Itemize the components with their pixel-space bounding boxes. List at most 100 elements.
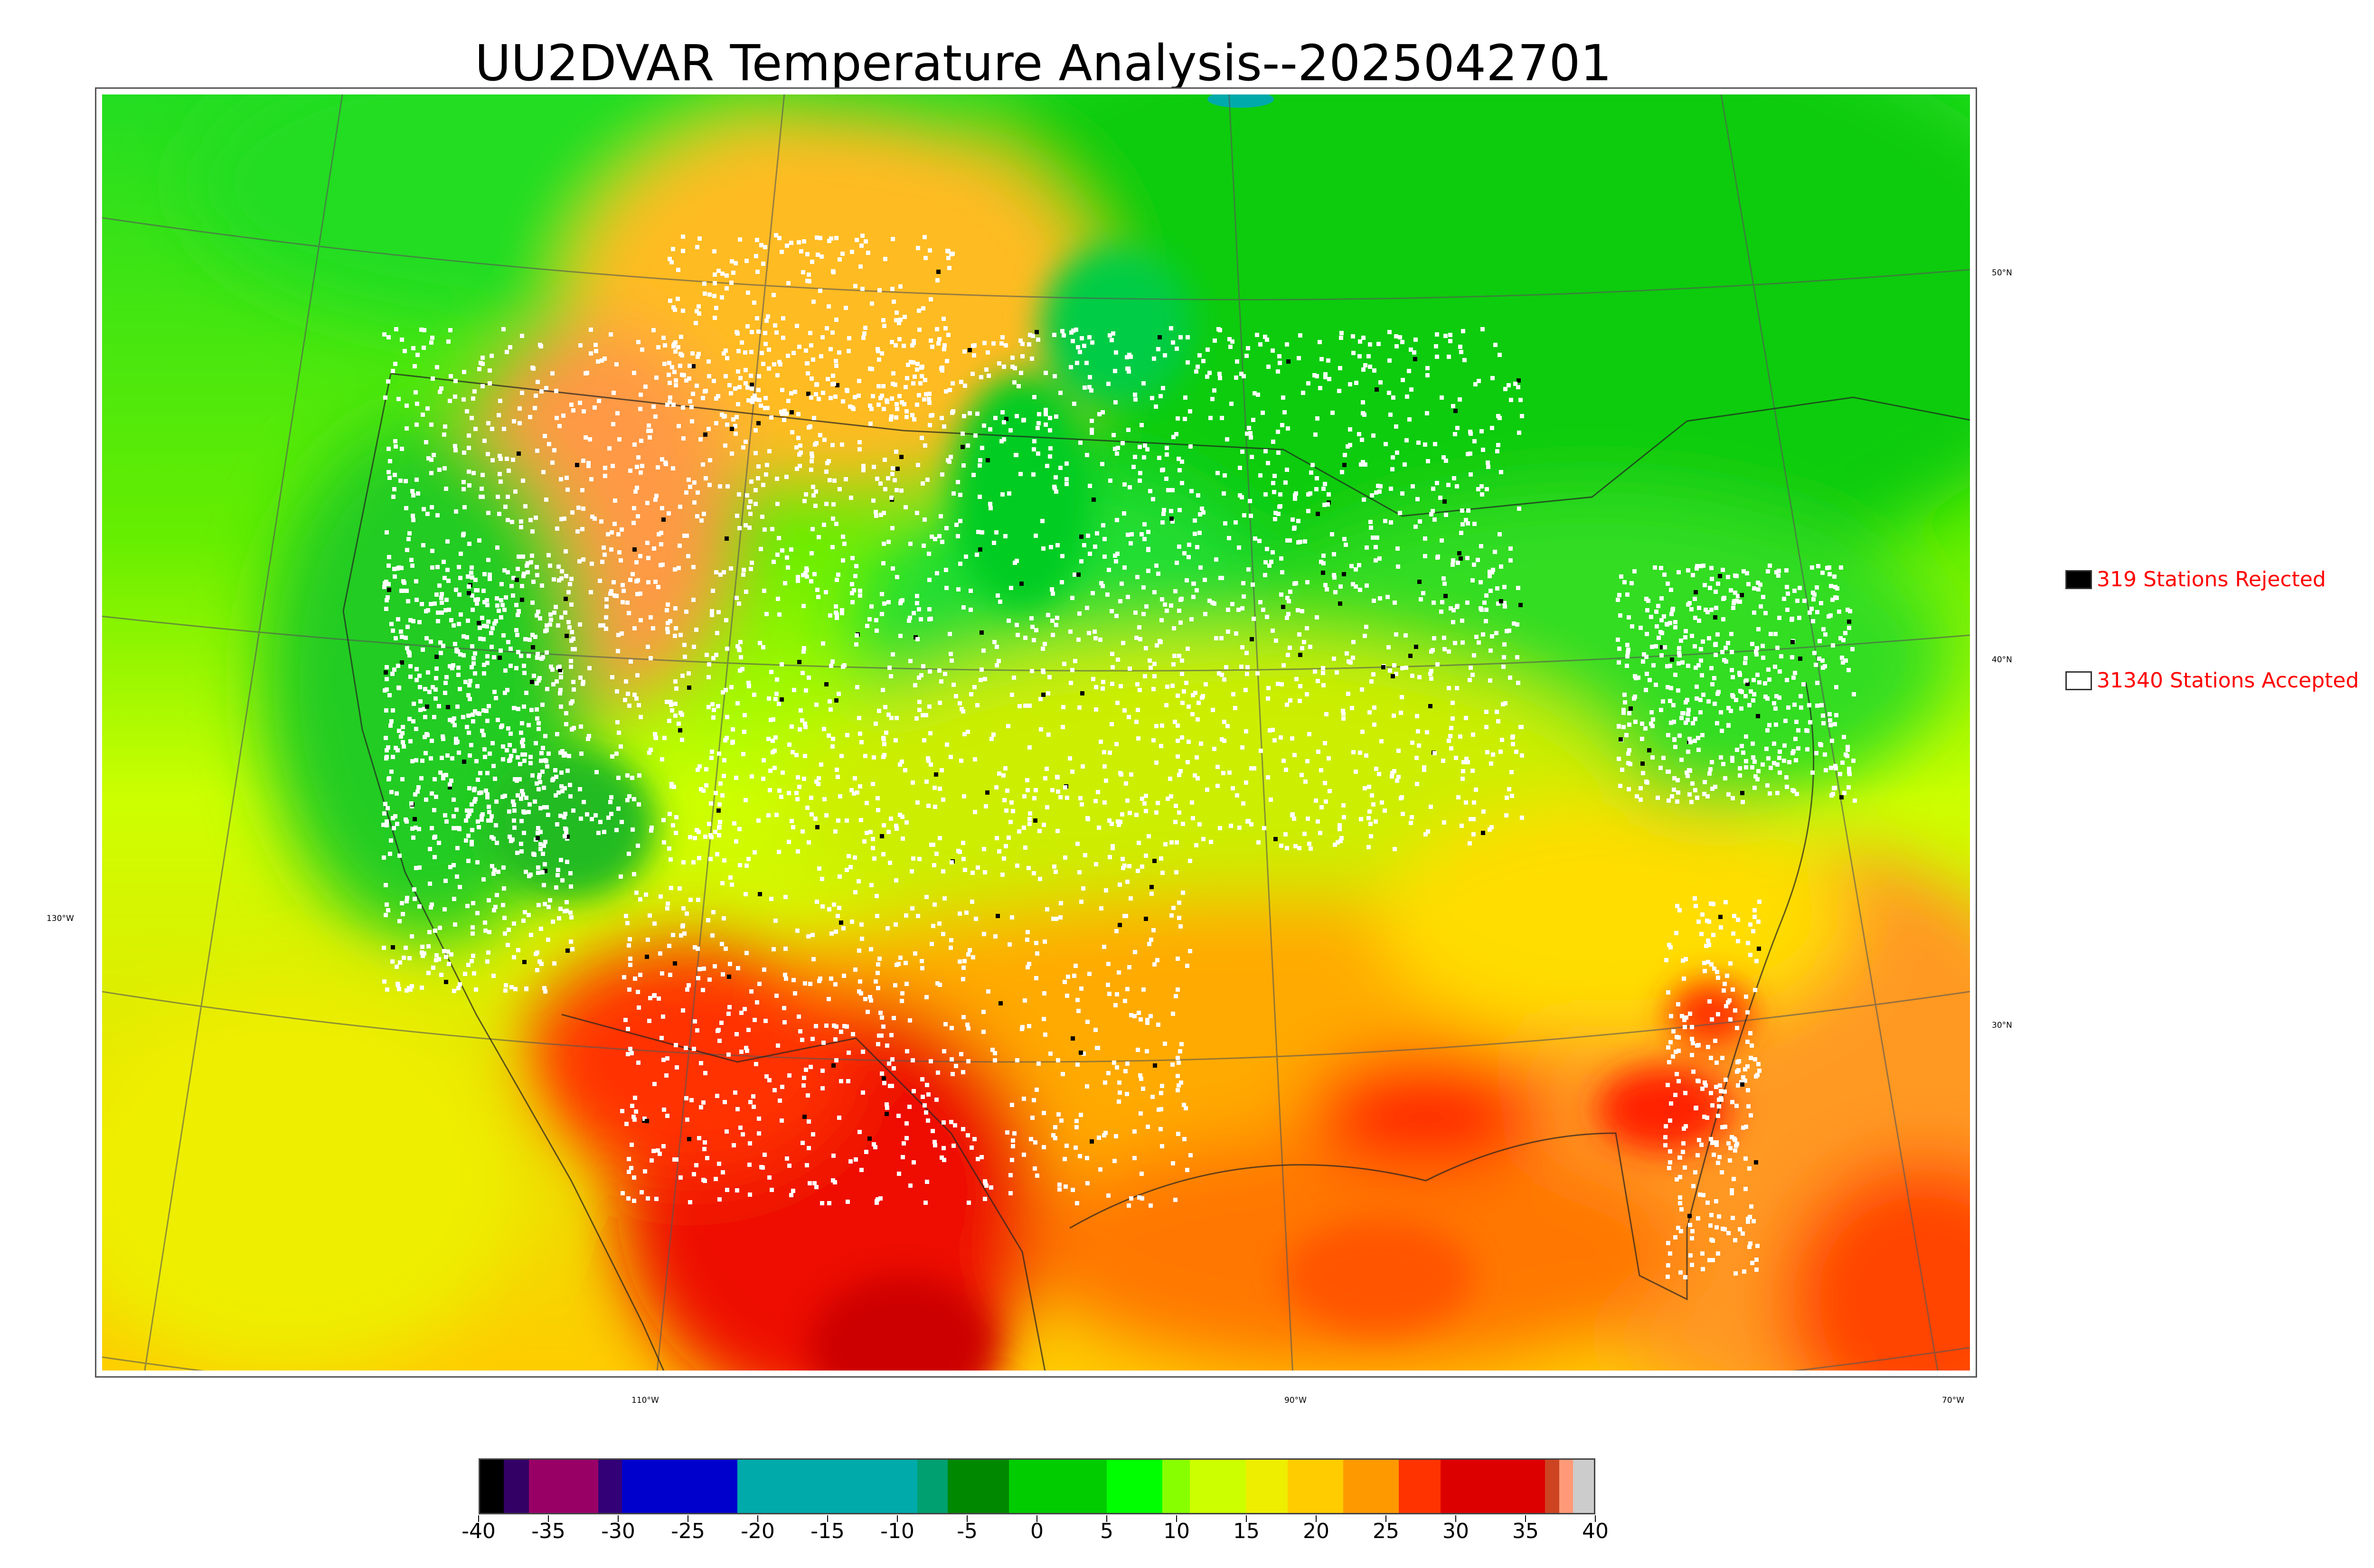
station-accepted-marker xyxy=(1707,943,1711,947)
station-accepted-marker xyxy=(1176,987,1180,992)
station-accepted-marker xyxy=(1718,1083,1722,1088)
station-accepted-marker xyxy=(839,1030,843,1034)
station-accepted-marker xyxy=(721,972,725,976)
station-accepted-marker xyxy=(861,336,866,340)
station-accepted-marker xyxy=(1659,708,1663,712)
station-accepted-marker xyxy=(423,715,427,719)
station-accepted-marker xyxy=(503,931,507,936)
station-accepted-marker xyxy=(637,703,641,707)
station-accepted-marker xyxy=(1052,864,1056,869)
station-accepted-marker xyxy=(810,454,814,459)
station-accepted-marker xyxy=(462,653,466,657)
station-accepted-marker xyxy=(1396,749,1401,753)
station-rejected-marker xyxy=(1375,387,1379,392)
station-accepted-marker xyxy=(942,424,946,429)
station-accepted-marker xyxy=(1657,636,1661,640)
station-accepted-marker xyxy=(710,750,714,754)
station-accepted-marker xyxy=(1138,1073,1142,1078)
station-accepted-marker xyxy=(826,377,830,381)
station-accepted-marker xyxy=(681,1008,685,1013)
graticule-50n xyxy=(102,217,1970,300)
station-accepted-marker xyxy=(926,804,931,808)
station-accepted-marker xyxy=(617,731,621,735)
station-accepted-marker xyxy=(1245,672,1249,676)
station-accepted-marker xyxy=(787,1073,791,1078)
station-accepted-marker xyxy=(1502,585,1507,589)
station-accepted-marker xyxy=(819,354,823,358)
station-accepted-marker xyxy=(722,858,726,863)
station-accepted-marker xyxy=(874,514,878,518)
station-accepted-marker xyxy=(932,863,936,867)
station-accepted-marker xyxy=(915,637,920,641)
station-accepted-marker xyxy=(625,921,630,925)
station-accepted-marker xyxy=(487,930,491,934)
station-accepted-marker xyxy=(411,346,415,350)
station-accepted-marker xyxy=(698,437,703,441)
station-accepted-marker xyxy=(828,613,832,618)
station-accepted-marker xyxy=(703,835,707,839)
station-accepted-marker xyxy=(1114,929,1119,933)
station-accepted-marker xyxy=(1079,559,1083,563)
station-accepted-marker xyxy=(1440,538,1444,543)
station-accepted-marker xyxy=(456,986,461,990)
temperature-map[interactable] xyxy=(95,87,1977,1378)
station-accepted-marker xyxy=(501,744,505,749)
station-accepted-marker xyxy=(814,779,819,784)
station-accepted-marker xyxy=(1222,739,1226,743)
station-rejected-marker xyxy=(1149,885,1154,889)
station-accepted-marker xyxy=(529,708,534,712)
station-accepted-marker xyxy=(966,443,970,448)
station-accepted-marker xyxy=(983,1179,987,1183)
station-accepted-marker xyxy=(431,376,435,381)
station-accepted-marker xyxy=(1846,668,1851,672)
station-accepted-marker xyxy=(1491,752,1495,757)
station-accepted-marker xyxy=(917,309,921,313)
station-accepted-marker xyxy=(737,601,741,606)
station-accepted-marker xyxy=(1048,428,1052,432)
station-accepted-marker xyxy=(406,537,411,541)
station-accepted-marker xyxy=(633,976,637,981)
station-accepted-marker xyxy=(923,1103,927,1108)
station-accepted-marker xyxy=(478,637,482,641)
station-accepted-marker xyxy=(695,828,699,832)
station-accepted-marker xyxy=(1747,1245,1752,1249)
station-accepted-marker xyxy=(968,948,972,952)
station-accepted-marker xyxy=(1419,597,1423,601)
station-accepted-marker xyxy=(1436,554,1440,559)
station-accepted-marker xyxy=(734,776,738,780)
station-accepted-marker xyxy=(966,1026,970,1031)
station-accepted-marker xyxy=(1505,629,1509,633)
station-accepted-marker xyxy=(382,946,386,950)
station-accepted-marker xyxy=(1735,1070,1739,1074)
station-accepted-marker xyxy=(1671,1029,1676,1033)
station-accepted-marker xyxy=(458,687,462,691)
station-accepted-marker xyxy=(426,608,430,612)
station-rejected-marker xyxy=(980,630,984,635)
station-accepted-marker xyxy=(1114,742,1119,746)
station-accepted-marker xyxy=(609,547,613,552)
station-accepted-marker xyxy=(646,938,650,942)
station-accepted-marker xyxy=(520,334,524,338)
station-accepted-marker xyxy=(1094,685,1098,689)
station-accepted-marker xyxy=(1726,641,1730,645)
station-accepted-marker xyxy=(1721,617,1725,621)
station-accepted-marker xyxy=(799,249,803,254)
station-accepted-marker xyxy=(1749,689,1753,694)
station-accepted-marker xyxy=(524,796,528,800)
station-accepted-marker xyxy=(1621,708,1626,712)
station-accepted-marker xyxy=(949,455,953,459)
station-accepted-marker xyxy=(1709,1091,1713,1095)
station-accepted-marker xyxy=(571,680,575,684)
station-accepted-marker xyxy=(541,746,545,750)
station-accepted-marker xyxy=(502,568,507,573)
station-accepted-marker xyxy=(1617,660,1621,665)
colorbar-tick-label: 10 xyxy=(1163,1519,1190,1543)
station-accepted-marker xyxy=(1154,404,1158,409)
station-accepted-marker xyxy=(608,800,612,804)
station-accepted-marker xyxy=(865,801,869,805)
station-accepted-marker xyxy=(1204,682,1208,686)
station-accepted-marker xyxy=(931,843,935,847)
station-accepted-marker xyxy=(1785,678,1789,682)
station-accepted-marker xyxy=(537,676,542,680)
station-accepted-marker xyxy=(958,911,962,916)
